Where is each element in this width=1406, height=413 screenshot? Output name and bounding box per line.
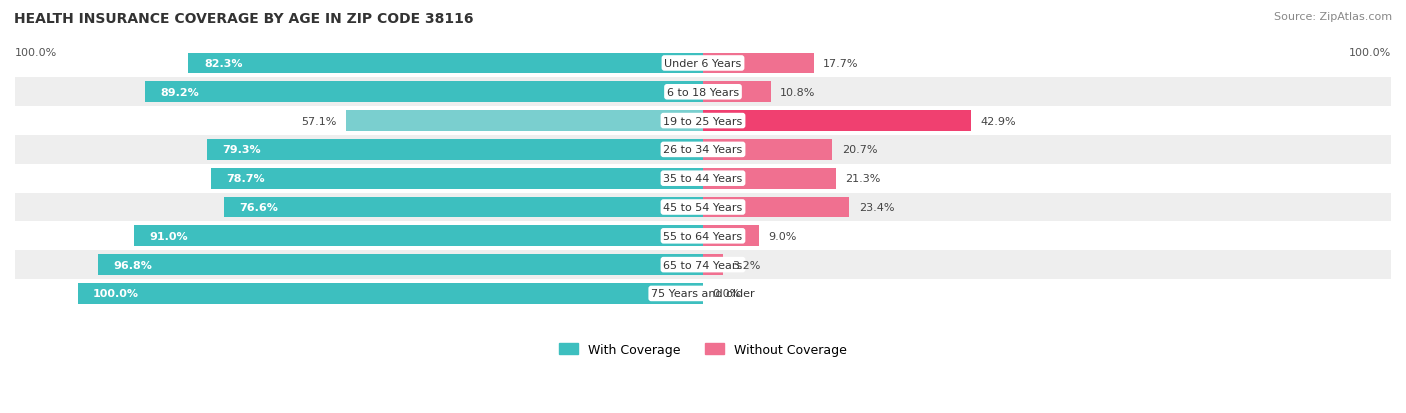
Legend: With Coverage, Without Coverage: With Coverage, Without Coverage bbox=[554, 338, 852, 361]
Bar bbox=[188, 53, 703, 74]
Bar bbox=[15, 107, 1391, 135]
Text: 57.1%: 57.1% bbox=[301, 116, 336, 126]
Text: 100.0%: 100.0% bbox=[1348, 48, 1391, 58]
Bar bbox=[15, 251, 1391, 279]
Bar bbox=[15, 193, 1391, 222]
Text: 100.0%: 100.0% bbox=[15, 48, 58, 58]
Text: 78.7%: 78.7% bbox=[226, 174, 264, 184]
Text: 75 Years and older: 75 Years and older bbox=[651, 289, 755, 299]
Text: 55 to 64 Years: 55 to 64 Years bbox=[664, 231, 742, 241]
Bar bbox=[207, 140, 703, 160]
Text: 100.0%: 100.0% bbox=[93, 289, 139, 299]
Bar bbox=[15, 222, 1391, 251]
Text: HEALTH INSURANCE COVERAGE BY AGE IN ZIP CODE 38116: HEALTH INSURANCE COVERAGE BY AGE IN ZIP … bbox=[14, 12, 474, 26]
Text: 6 to 18 Years: 6 to 18 Years bbox=[666, 88, 740, 97]
Text: 42.9%: 42.9% bbox=[981, 116, 1017, 126]
Bar bbox=[15, 135, 1391, 164]
Text: 19 to 25 Years: 19 to 25 Years bbox=[664, 116, 742, 126]
Text: 17.7%: 17.7% bbox=[823, 59, 859, 69]
Text: 9.0%: 9.0% bbox=[769, 231, 797, 241]
Bar bbox=[77, 283, 703, 304]
Text: 26 to 34 Years: 26 to 34 Years bbox=[664, 145, 742, 155]
Bar bbox=[15, 50, 1391, 78]
Text: 89.2%: 89.2% bbox=[160, 88, 200, 97]
Text: 0.0%: 0.0% bbox=[713, 289, 741, 299]
Bar bbox=[145, 82, 703, 103]
Bar bbox=[703, 197, 849, 218]
Bar bbox=[703, 140, 832, 160]
Text: 3.2%: 3.2% bbox=[733, 260, 761, 270]
Bar bbox=[15, 78, 1391, 107]
Bar bbox=[703, 111, 972, 132]
Bar bbox=[134, 226, 703, 247]
Text: 10.8%: 10.8% bbox=[780, 88, 815, 97]
Bar bbox=[703, 255, 723, 275]
Text: 21.3%: 21.3% bbox=[845, 174, 882, 184]
Text: 65 to 74 Years: 65 to 74 Years bbox=[664, 260, 742, 270]
Bar bbox=[97, 255, 703, 275]
Text: 20.7%: 20.7% bbox=[842, 145, 877, 155]
Bar bbox=[346, 111, 703, 132]
Text: Source: ZipAtlas.com: Source: ZipAtlas.com bbox=[1274, 12, 1392, 22]
Bar bbox=[15, 164, 1391, 193]
Text: 35 to 44 Years: 35 to 44 Years bbox=[664, 174, 742, 184]
Bar bbox=[211, 169, 703, 189]
Bar bbox=[703, 226, 759, 247]
Text: 45 to 54 Years: 45 to 54 Years bbox=[664, 202, 742, 213]
Text: 82.3%: 82.3% bbox=[204, 59, 242, 69]
Bar bbox=[15, 279, 1391, 308]
Text: 79.3%: 79.3% bbox=[222, 145, 262, 155]
Text: 96.8%: 96.8% bbox=[114, 260, 152, 270]
Bar bbox=[703, 169, 837, 189]
Text: 91.0%: 91.0% bbox=[149, 231, 188, 241]
Text: Under 6 Years: Under 6 Years bbox=[665, 59, 741, 69]
Text: 76.6%: 76.6% bbox=[239, 202, 278, 213]
Bar bbox=[703, 53, 814, 74]
Bar bbox=[703, 82, 770, 103]
Text: 23.4%: 23.4% bbox=[859, 202, 894, 213]
Bar bbox=[224, 197, 703, 218]
